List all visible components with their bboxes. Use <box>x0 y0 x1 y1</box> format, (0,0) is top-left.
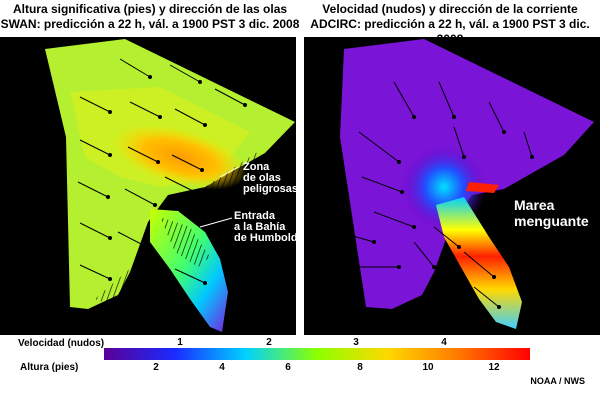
height-tick: 10 <box>422 362 434 373</box>
height-tick: 12 <box>488 362 500 373</box>
speed-tick: 3 <box>353 337 359 348</box>
ebb-tide-label-line1: Marea <box>514 197 555 213</box>
wave-direction-arrows <box>77 58 247 285</box>
zona-pointer <box>219 166 239 178</box>
wave-map-title: Altura significativa (pies) y dirección … <box>0 2 300 32</box>
wave-map-title-line2: SWAN: predicción a 22 h, vál. a 1900 PST… <box>0 17 300 31</box>
hazard-zone-entrance <box>160 217 210 267</box>
bay-entrance-label-line1: Entrada <box>234 210 275 222</box>
dangerous-waves-label: Zona de olas peligrosas <box>243 162 298 195</box>
speed-tick: 1 <box>177 337 183 348</box>
wave-map-title-line1: Altura significativa (pies) y dirección … <box>12 2 288 16</box>
ebb-jet-spot <box>466 182 499 193</box>
height-tick: 8 <box>357 362 363 373</box>
height-tick: 2 <box>153 362 159 373</box>
current-speed-map <box>304 37 600 335</box>
bay-channel <box>436 197 522 329</box>
height-tick: 4 <box>219 362 225 373</box>
speed-tick: 2 <box>266 337 272 348</box>
high-wave-zone <box>111 124 249 190</box>
credit-text: NOAA / NWS <box>530 376 585 386</box>
hazard-zone-north <box>205 149 262 205</box>
ebb-tide-label: Marea menguante <box>514 197 589 229</box>
entrada-pointer <box>199 217 233 228</box>
dangerous-waves-label-line2: de olas <box>243 172 281 184</box>
ebb-tide-label-line2: menguante <box>514 213 589 229</box>
bay-entrance-label-line3: de Humboldt <box>234 232 302 244</box>
speed-scale-label: Velocidad (nudos) <box>18 338 105 349</box>
wave-map-graphic <box>45 39 295 332</box>
bay-channel <box>150 209 228 332</box>
color-scale-bar <box>104 348 530 360</box>
current-direction-arrows <box>338 81 534 309</box>
current-map-graphic <box>338 39 594 329</box>
speed-tick: 4 <box>441 337 447 348</box>
bay-entrance-label-line2: a la Bahía <box>234 221 286 233</box>
current-map-title-line1: Velocidad (nudos) y dirección de la corr… <box>322 2 578 16</box>
hazard-zone-south <box>95 247 148 305</box>
dangerous-waves-label-line1: Zona <box>243 161 270 173</box>
height-scale-label: Altura (pies) <box>20 362 79 373</box>
height-tick: 6 <box>285 362 291 373</box>
bay-entrance-label: Entrada a la Bahía de Humboldt <box>234 211 301 244</box>
dangerous-waves-label-line3: peligrosas <box>243 183 299 195</box>
wave-height-map <box>0 37 296 335</box>
